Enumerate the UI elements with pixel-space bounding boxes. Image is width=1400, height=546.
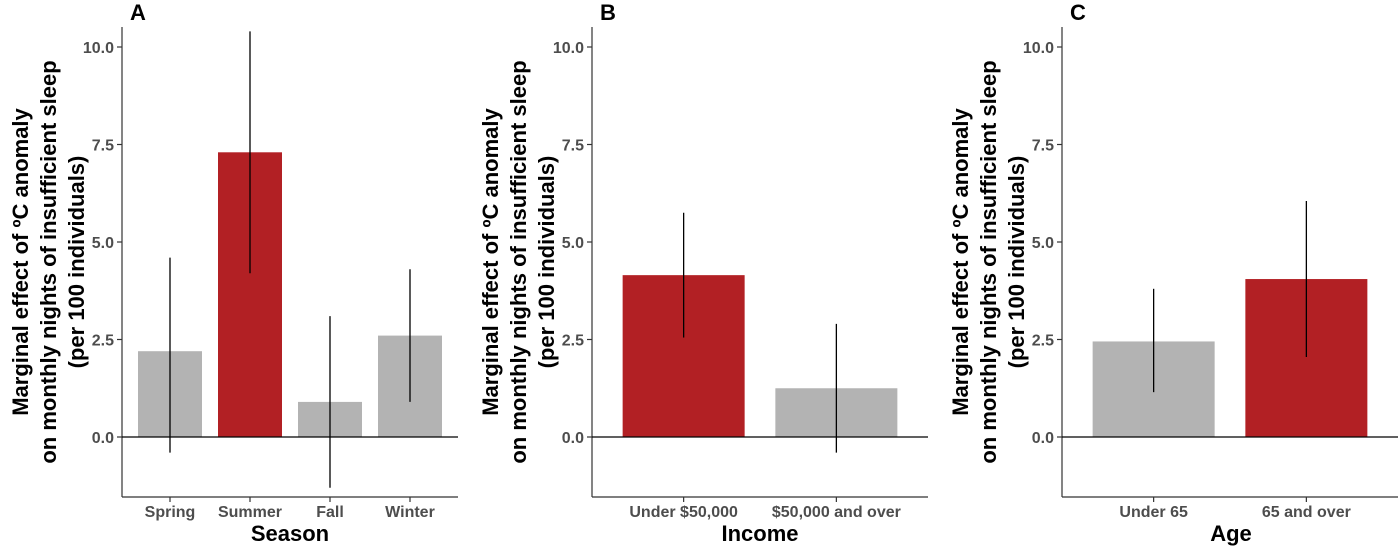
y-tick-label: 7.5 [1032, 138, 1054, 155]
y-axis-title: (per 100 individuals) [1004, 156, 1029, 369]
y-axis-title: Marginal effect of ºC anomaly [478, 107, 503, 415]
x-tick-label: $50,000 and over [772, 504, 901, 521]
y-tick-label: 5.0 [562, 235, 584, 252]
y-tick-label: 7.5 [92, 138, 114, 155]
x-tick-label: Summer [218, 504, 282, 521]
y-tick-label: 2.5 [1032, 333, 1054, 350]
panel-letter: C [1070, 0, 1086, 25]
x-axis-title: Age [1210, 521, 1252, 546]
y-axis-title: (per 100 individuals) [64, 156, 89, 369]
y-tick-label: 7.5 [562, 138, 584, 155]
y-tick-label: 0.0 [562, 430, 584, 447]
y-axis-title: Marginal effect of ºC anomaly [948, 107, 973, 415]
panel-letter: B [600, 0, 616, 25]
x-axis-title: Income [721, 521, 798, 546]
x-tick-label: Under 65 [1119, 504, 1188, 521]
panel-c: C Marginal effect of ºC anomaly on monthly… [948, 0, 1398, 546]
x-tick-label: Fall [316, 504, 344, 521]
panel-letter: A [130, 0, 146, 25]
y-tick-label: 5.0 [92, 235, 114, 252]
panel-b: B Marginal effect of ºC anomaly on monthly… [478, 0, 928, 546]
y-tick-label: 2.5 [562, 333, 584, 350]
x-tick-label: Winter [385, 504, 435, 521]
y-tick-label: 0.0 [92, 430, 114, 447]
y-axis-title: on monthly nights of insufficient sleep [976, 60, 1001, 463]
y-axis-title: on monthly nights of insufficient sleep [36, 60, 61, 463]
y-axis-title: Marginal effect of ºC anomaly [8, 107, 33, 415]
y-tick-label: 10.0 [1023, 40, 1054, 57]
y-tick-label: 5.0 [1032, 235, 1054, 252]
y-axis-title: on monthly nights of insufficient sleep [506, 60, 531, 463]
y-axis-title: (per 100 individuals) [534, 156, 559, 369]
x-tick-label: Under $50,000 [629, 504, 738, 521]
x-axis-title: Season [251, 521, 329, 546]
panel-a: A Marginal effect of ºC anomaly on monthly… [8, 0, 458, 546]
y-tick-label: 10.0 [83, 40, 114, 57]
x-tick-label: 65 and over [1262, 504, 1351, 521]
x-tick-label: Spring [145, 504, 196, 521]
y-tick-label: 10.0 [553, 40, 584, 57]
y-tick-label: 2.5 [92, 333, 114, 350]
y-tick-label: 0.0 [1032, 430, 1054, 447]
